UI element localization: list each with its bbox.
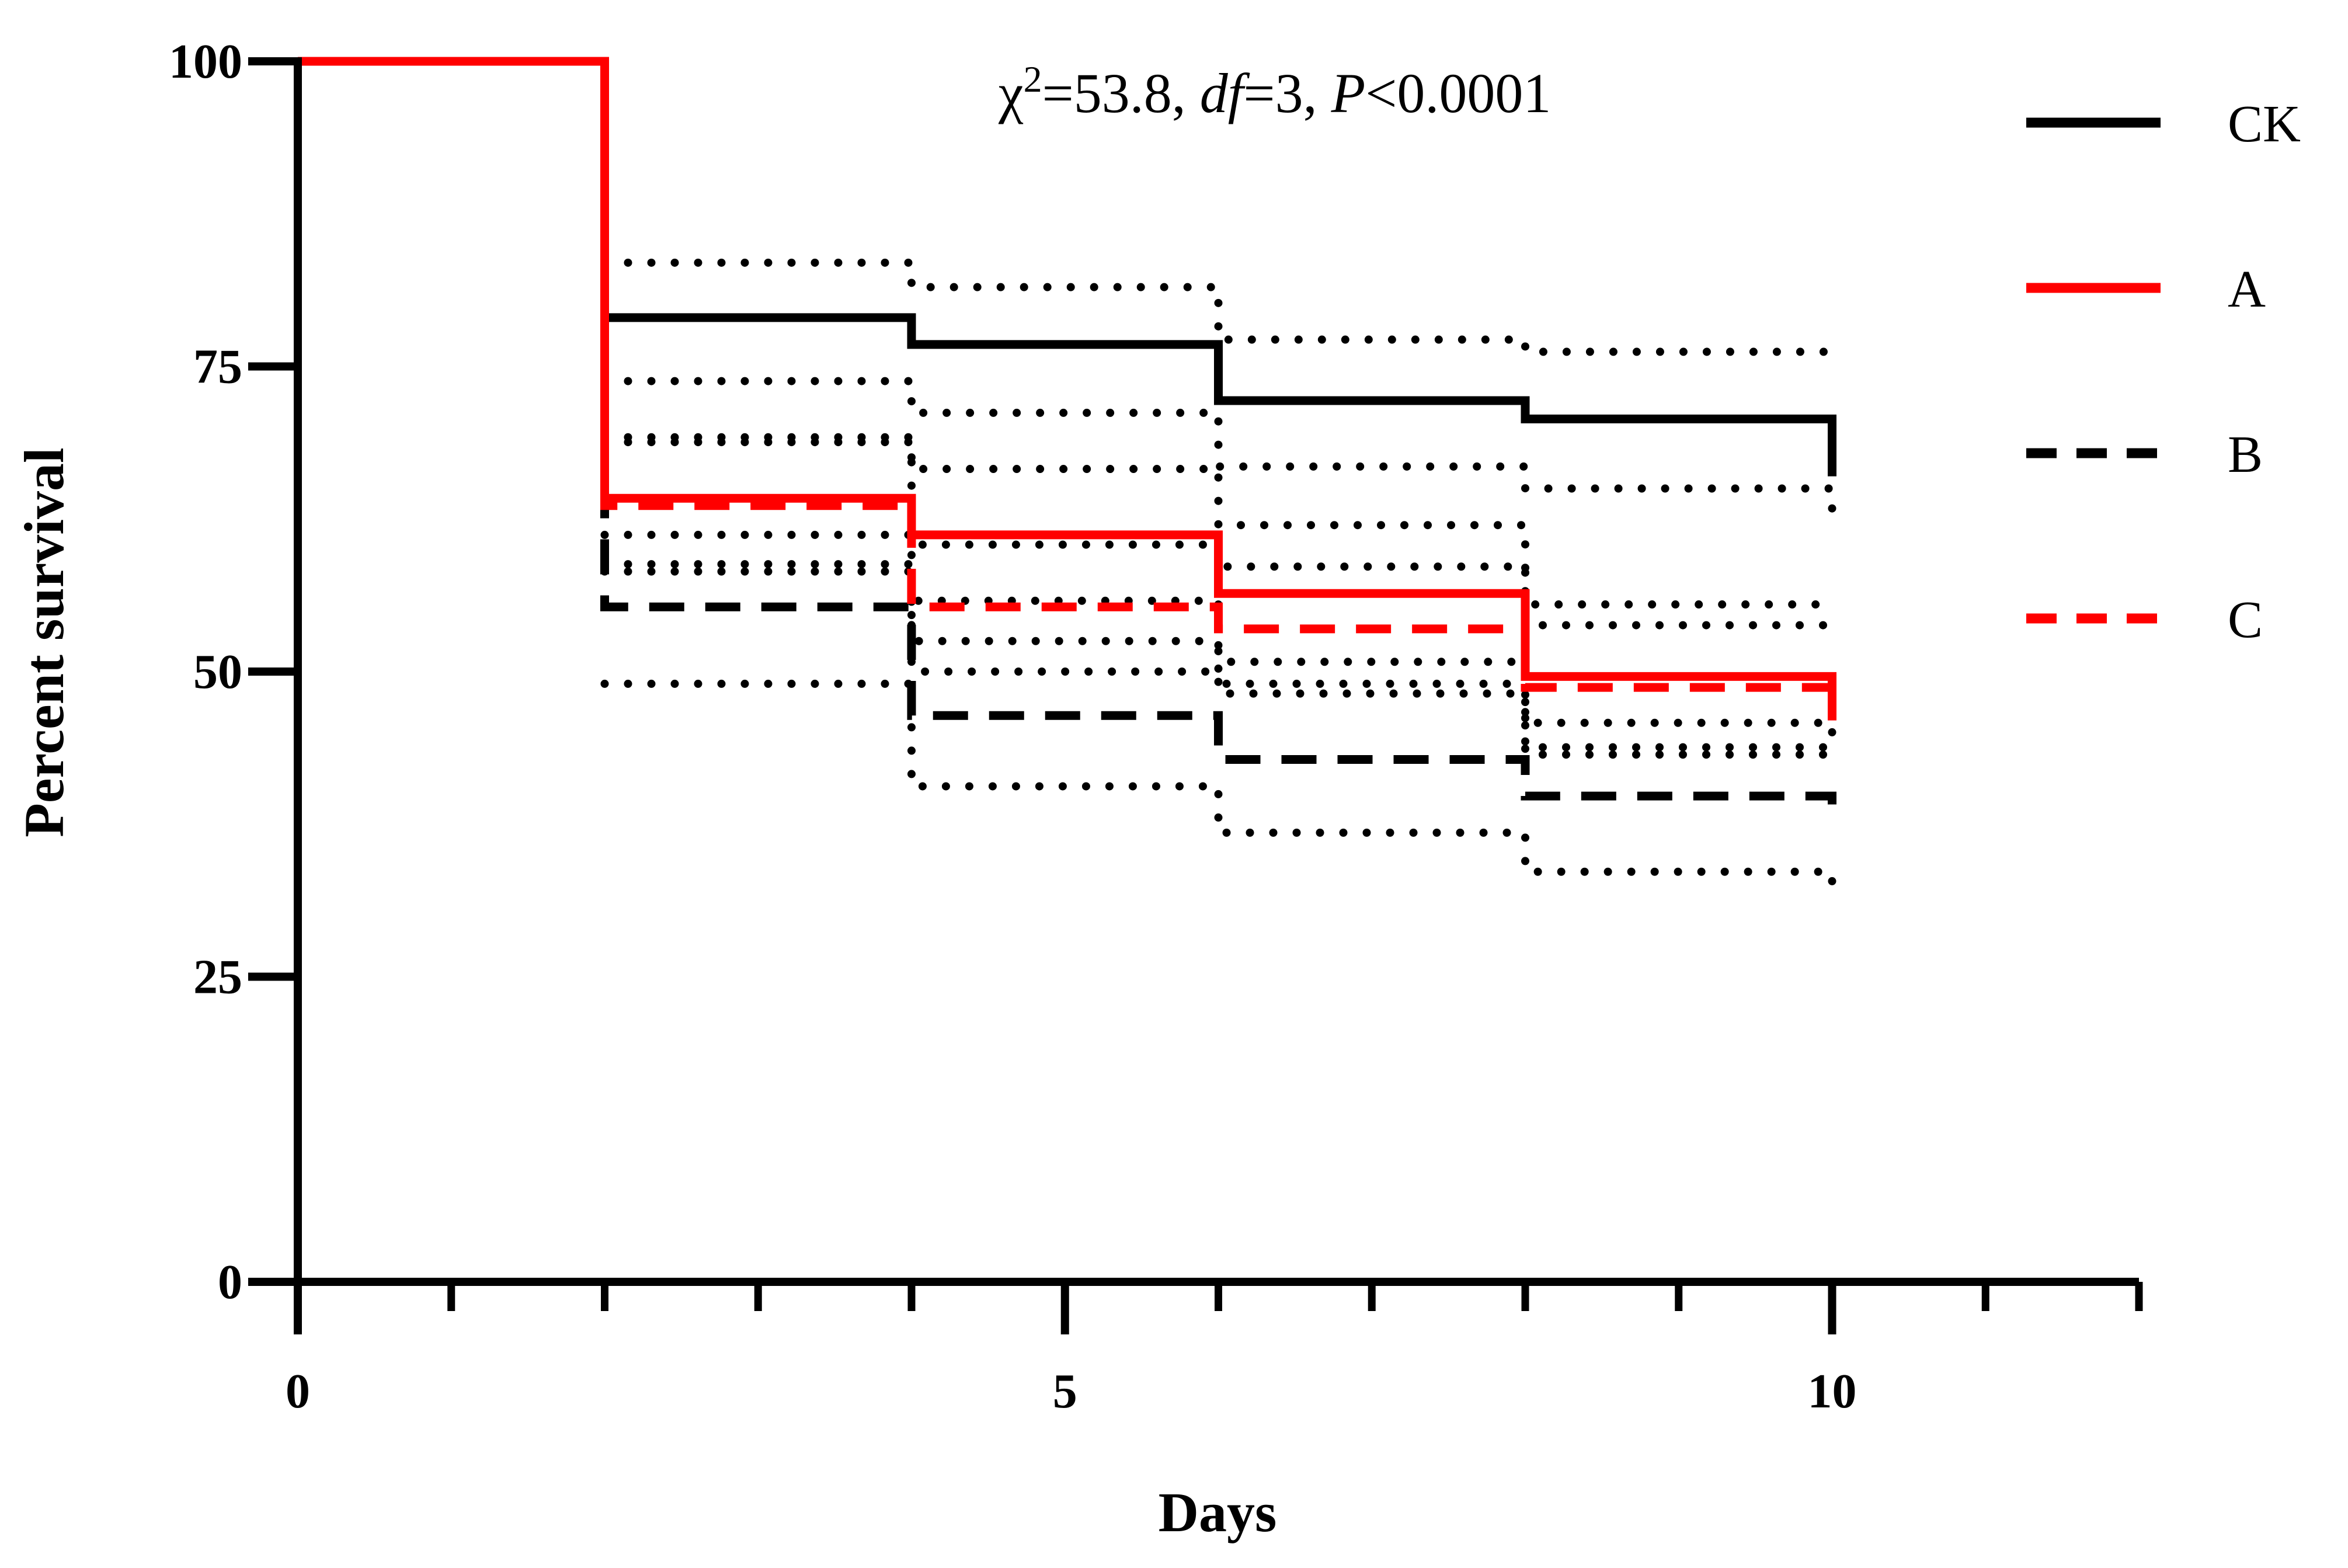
legend-label-a: A — [2228, 260, 2266, 318]
x-axis-title: Days — [1159, 1481, 1277, 1543]
legend-label-ck: CK — [2228, 95, 2301, 153]
chi-symbol: χ — [998, 62, 1024, 124]
legend-label-b: B — [2228, 426, 2263, 484]
chi-superscript: 2 — [1024, 58, 1042, 100]
ci-band-c-lower — [600, 567, 1836, 762]
statistics-annotation: χ2=53.8, df=3, P<0.0001 — [998, 58, 1551, 125]
series-line-c — [298, 57, 1836, 696]
chi-value: =53.8, — [1042, 62, 1200, 124]
y-tick-label-75: 75 — [193, 340, 242, 394]
x-tick-label-0: 0 — [286, 1364, 310, 1418]
y-tick-label-25: 25 — [193, 950, 242, 1004]
df-value: =3, — [1243, 62, 1331, 124]
legend: CK A B C — [2026, 95, 2301, 649]
y-tick-label-0: 0 — [218, 1255, 242, 1309]
df-label: df — [1200, 62, 1250, 124]
ci-band-ck-upper — [600, 258, 1836, 365]
series-line-b — [298, 57, 1836, 825]
ci-band-a-lower — [600, 560, 1836, 764]
x-tick-label-5: 5 — [1053, 1364, 1077, 1418]
y-tick-label-50: 50 — [193, 645, 242, 699]
y-tick-label-100: 100 — [169, 34, 242, 89]
x-tick-label-10: 10 — [1808, 1364, 1857, 1418]
series-line-a — [298, 57, 1836, 721]
survival-curves — [298, 57, 1836, 825]
ci-band-ck-lower — [600, 377, 1836, 530]
p-value: <0.0001 — [1365, 62, 1551, 124]
legend-label-c: C — [2228, 591, 2263, 649]
p-label: P — [1331, 62, 1366, 124]
y-axis-title: Percent survival — [13, 447, 75, 837]
